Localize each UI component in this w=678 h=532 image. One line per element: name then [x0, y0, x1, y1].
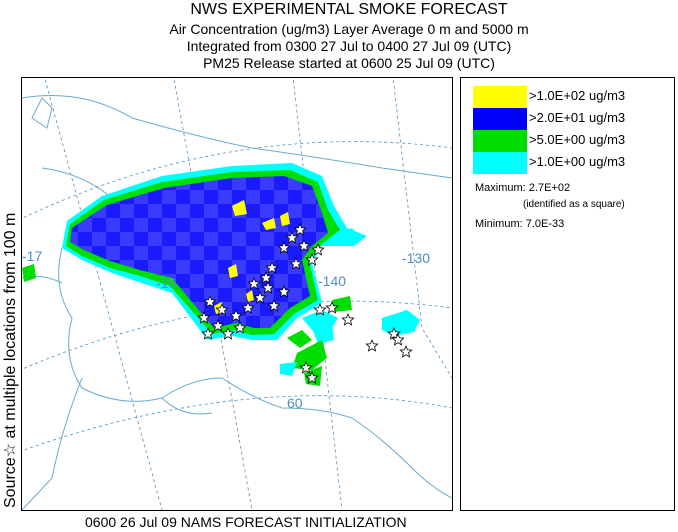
source-star-icon — [215, 302, 229, 316]
lon-label-160: -16 — [156, 275, 176, 291]
plume-blue — [70, 176, 328, 328]
legend-label: >1.0E+02 ug/m3 — [529, 88, 626, 103]
smoke-map: -17 -16 -140 -130 60 — [21, 77, 453, 511]
source-star-icon — [221, 326, 235, 340]
legend-item-blue: >2.0E+01 ug/m3 — [473, 108, 673, 130]
legend-swatch — [473, 86, 527, 108]
source-star-icon — [391, 332, 405, 346]
source-star-icon — [247, 276, 261, 290]
source-star-icon — [241, 300, 255, 314]
source-star-icon — [313, 302, 327, 316]
source-star-icon — [211, 318, 225, 332]
maximum-value: Maximum: 2.7E+02 — [475, 182, 571, 194]
source-star-icon — [325, 300, 339, 314]
legend-swatch — [473, 108, 527, 130]
source-star-icon — [277, 240, 291, 254]
source-star-icon — [203, 294, 217, 308]
source-side-text: Source☆ at multiple locations from 100 m — [2, 213, 19, 508]
subtitle-integration: Integrated from 0300 27 Jul to 0400 27 J… — [186, 38, 512, 54]
legend-label: >1.0E+00 ug/m3 — [529, 154, 626, 169]
legend-item-green: >5.0E+00 ug/m3 — [473, 130, 673, 152]
footer-initialization: 0600 26 Jul 09 NAMS FORECAST INITIALIZAT… — [85, 514, 407, 530]
legend-swatch — [473, 152, 527, 174]
source-star-icon — [305, 370, 319, 384]
graticule-labels: -17 -16 -140 -130 60 — [22, 248, 430, 411]
subtitle-release: PM25 Release started at 0600 25 Jul 09 (… — [203, 55, 495, 71]
source-star-icon — [265, 260, 279, 274]
smoke-plume — [22, 163, 420, 386]
subtitle-concentration: Air Concentration (ug/m3) Layer Average … — [169, 21, 529, 37]
source-star-icon — [277, 284, 291, 298]
legend-label: >5.0E+00 ug/m3 — [529, 132, 626, 147]
lon-label-140: -140 — [318, 273, 346, 289]
lon-label-170: -17 — [22, 248, 42, 264]
source-star-icon — [365, 338, 379, 352]
source-star-icon — [201, 326, 215, 340]
source-star-icon — [311, 242, 325, 256]
source-star-icon — [341, 312, 355, 326]
lon-label-130: -130 — [402, 250, 430, 266]
source-markers — [197, 222, 413, 384]
source-star-icon — [229, 308, 243, 322]
source-star-icon — [253, 290, 267, 304]
source-star-icon — [285, 230, 299, 244]
legend-swatch — [473, 130, 527, 152]
source-star-icon — [299, 360, 313, 374]
source-side-label: Source☆ at multiple locations from 100 m — [0, 78, 20, 510]
source-star-icon — [399, 344, 413, 358]
minimum-value: Minimum: 7.0E-33 — [475, 218, 565, 230]
source-star-icon — [267, 298, 281, 312]
legend-label: >2.0E+01 ug/m3 — [529, 110, 626, 125]
legend-panel: >1.0E+02 ug/m3 >2.0E+01 ug/m3 >5.0E+00 u… — [460, 77, 675, 511]
maximum-note: (identified as a square) — [523, 199, 625, 210]
map-canvas: -17 -16 -140 -130 60 — [22, 78, 452, 510]
source-star-icon — [261, 280, 275, 294]
legend-item-yellow: >1.0E+02 ug/m3 — [473, 86, 673, 108]
legend-item-cyan: >1.0E+00 ug/m3 — [473, 152, 673, 174]
source-star-icon — [233, 320, 247, 334]
lat-label-60: 60 — [287, 395, 303, 411]
source-star-icon — [289, 256, 303, 270]
source-star-icon — [259, 270, 273, 284]
source-star-icon — [305, 252, 319, 266]
source-star-icon — [197, 310, 211, 324]
source-star-icon — [297, 238, 311, 252]
map-title: NWS EXPERIMENTAL SMOKE FORECAST — [190, 1, 508, 18]
plume-patches — [22, 228, 420, 386]
source-star-icon — [293, 222, 307, 236]
